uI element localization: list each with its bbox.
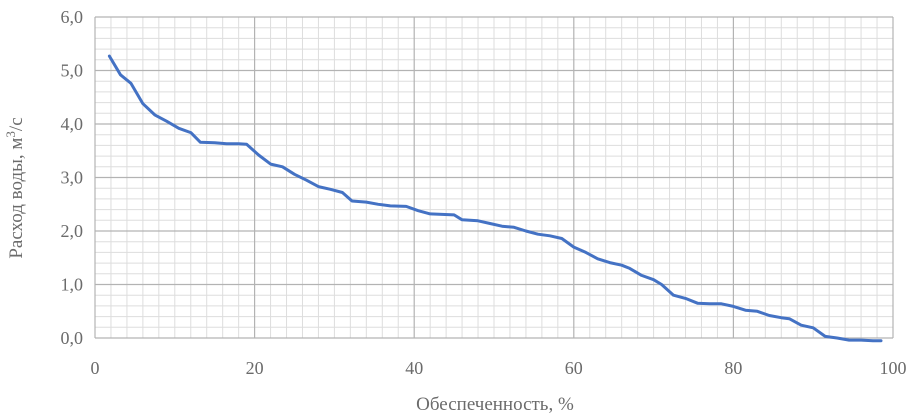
x-tick-label: 100	[880, 358, 907, 378]
y-tick-label: 4,0	[61, 114, 84, 134]
x-tick-label: 60	[565, 358, 583, 378]
y-tick-labels: 0,0 1,0 2,0 3,0 4,0 5,0 6,0	[61, 7, 84, 348]
series-layer	[107, 54, 883, 343]
y-axis-title-tail: /с	[6, 117, 27, 131]
x-axis-title: Обеспеченность, %	[416, 394, 574, 415]
y-tick-label: 1,0	[61, 275, 84, 295]
x-tick-label: 0	[91, 358, 100, 378]
y-axis-title-main: Расход воды, м	[6, 138, 27, 259]
x-tick-label: 80	[724, 358, 742, 378]
major-grid	[94, 16, 894, 339]
x-tick-label: 40	[405, 358, 423, 378]
y-tick-label: 0,0	[61, 328, 84, 348]
x-tick-labels: 0 20 40 60 80 100	[91, 358, 907, 378]
y-tick-label: 2,0	[61, 221, 84, 241]
x-tick-label: 20	[246, 358, 264, 378]
y-tick-label: 6,0	[61, 7, 84, 27]
y-axis-title-superscript: 3	[3, 131, 18, 138]
series-line	[107, 54, 883, 343]
y-tick-label: 5,0	[61, 61, 84, 81]
y-tick-label: 3,0	[61, 168, 84, 188]
y-axis-title: Расход воды, м3/с	[3, 117, 28, 258]
